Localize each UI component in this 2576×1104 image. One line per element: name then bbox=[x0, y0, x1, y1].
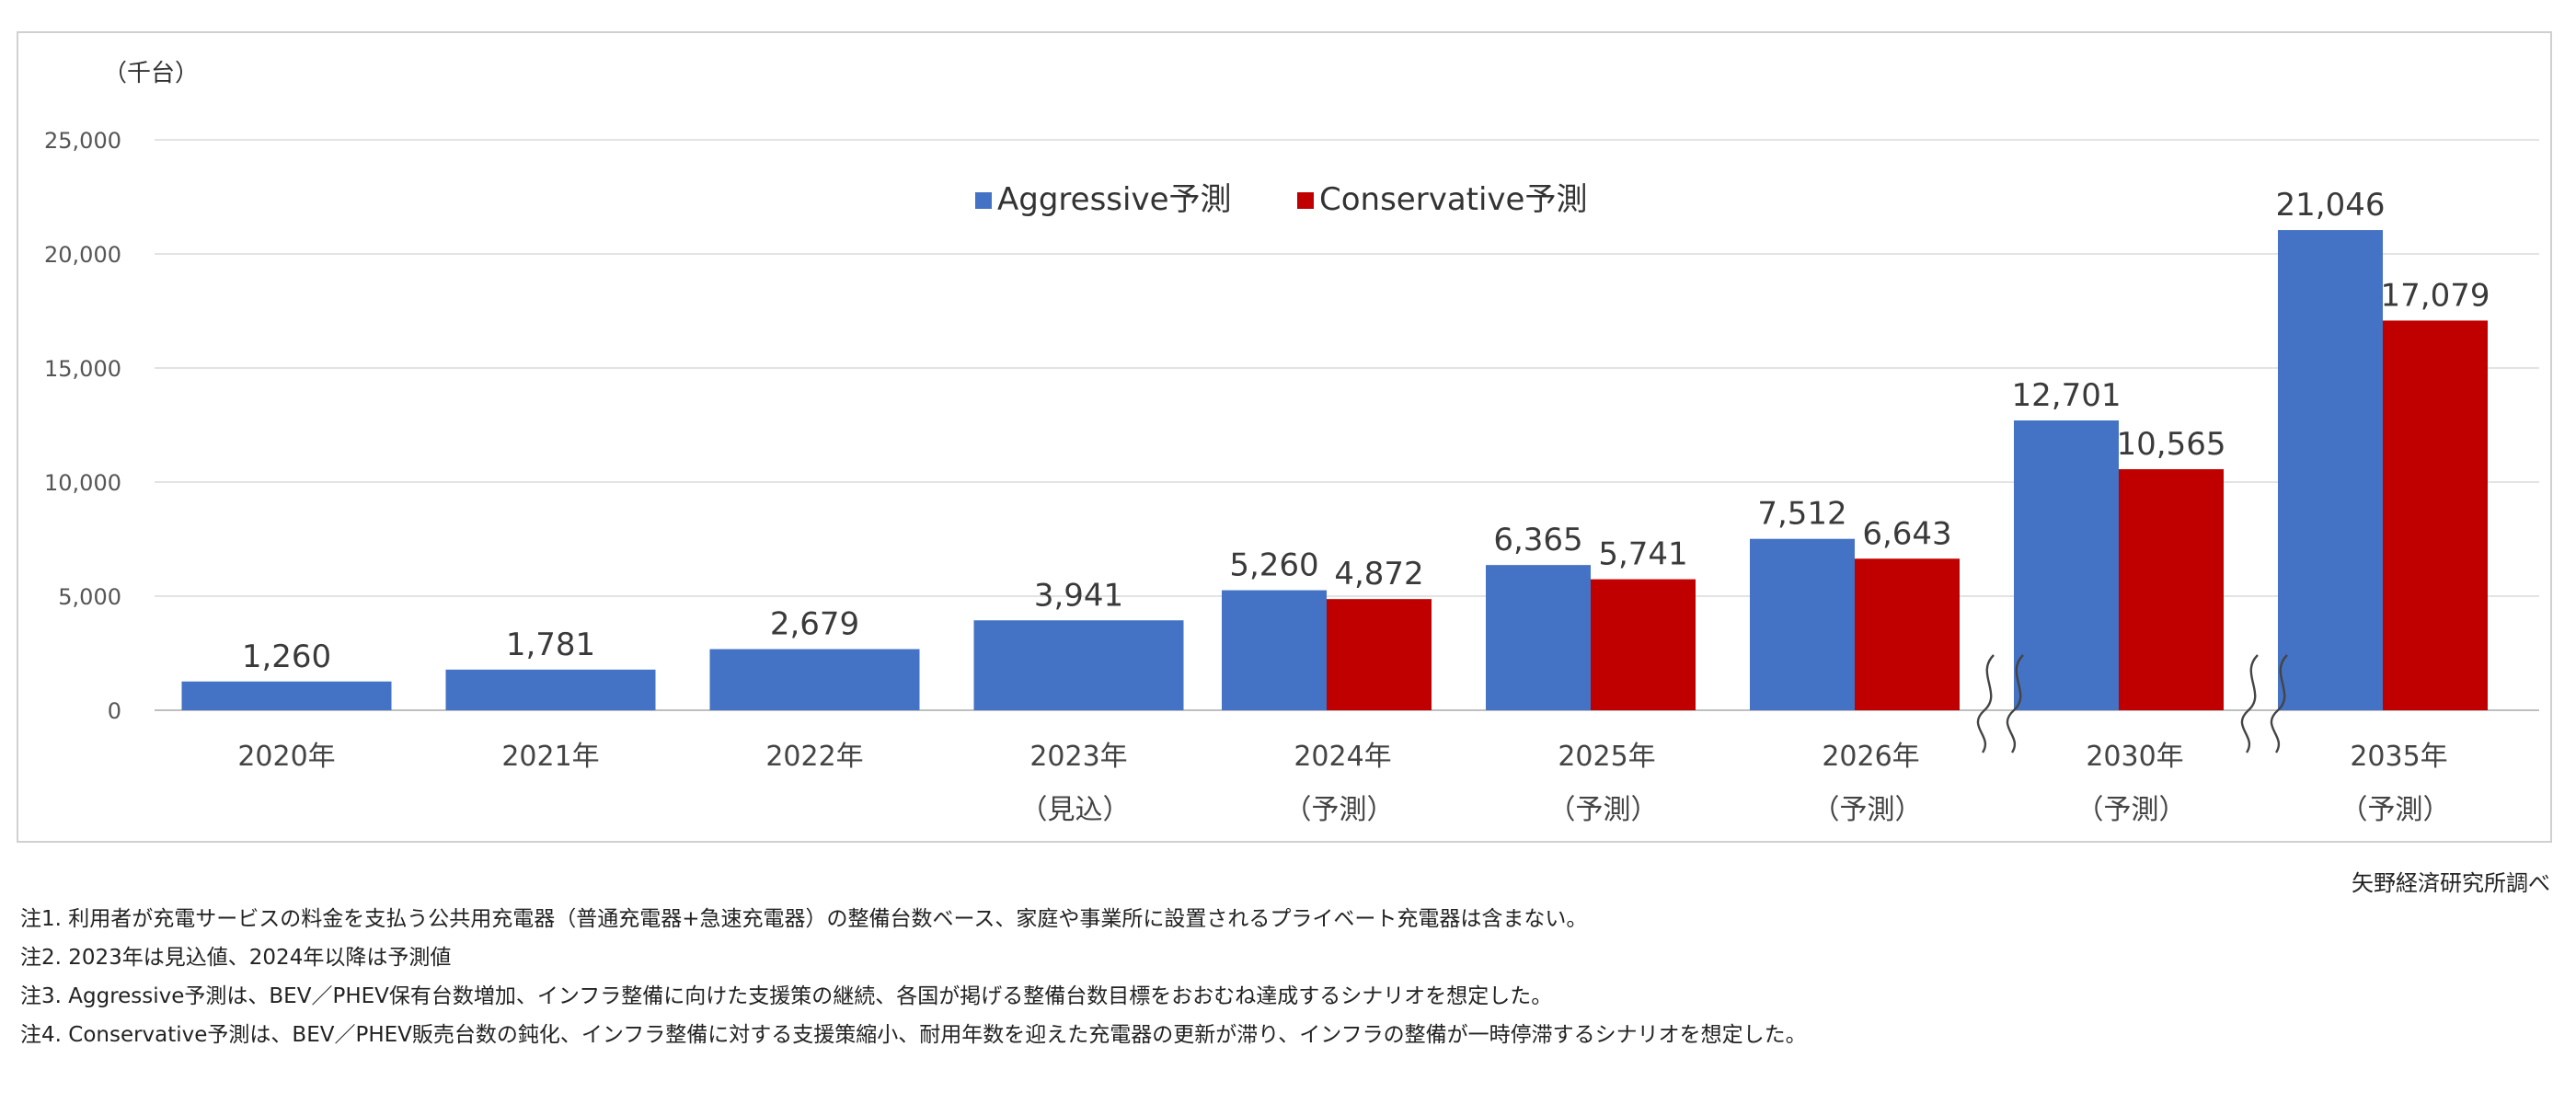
axis-breaks bbox=[1976, 654, 2288, 753]
data-label: 4,872 bbox=[1334, 556, 1423, 592]
data-label: 2,679 bbox=[770, 606, 859, 643]
bar-aggressive bbox=[2014, 420, 2119, 710]
bar-aggressive bbox=[445, 669, 656, 710]
source-credit: 矢野経済研究所調べ bbox=[2352, 870, 2550, 896]
legend-swatch-aggressive bbox=[975, 192, 992, 209]
data-label: 17,079 bbox=[2381, 277, 2490, 314]
x-tick-sublabel: （予測） bbox=[2340, 794, 2451, 826]
x-tick-label: 2035年 bbox=[2350, 741, 2447, 773]
axis-break-mark bbox=[2270, 654, 2288, 753]
y-tick-label: 25,000 bbox=[44, 128, 121, 154]
bar-aggressive bbox=[973, 620, 1184, 710]
data-label: 21,046 bbox=[2276, 187, 2386, 224]
x-tick-sublabel: （予測） bbox=[1284, 794, 1395, 826]
bar-conservative bbox=[1327, 599, 1432, 710]
data-label: 6,365 bbox=[1493, 522, 1582, 558]
data-label: 7,512 bbox=[1757, 496, 1846, 533]
y-tick-label: 10,000 bbox=[44, 470, 121, 496]
x-tick-label: 2030年 bbox=[2086, 741, 2183, 773]
x-tick-sublabel: （見込） bbox=[1020, 794, 1131, 826]
chart-frame: （千台） 25,000 20,000 15,000 10,000 5,000 0 1,26… bbox=[17, 31, 2552, 843]
y-axis: 25,000 20,000 15,000 10,000 5,000 0 bbox=[44, 128, 121, 724]
x-tick-label: 2025年 bbox=[1558, 741, 1655, 773]
data-label: 1,260 bbox=[242, 638, 331, 675]
x-tick-label: 2026年 bbox=[1822, 741, 1919, 773]
axis-break-mark bbox=[2006, 654, 2024, 753]
data-label: 6,643 bbox=[1862, 515, 1951, 552]
bar-conservative bbox=[2119, 468, 2224, 710]
bar-aggressive bbox=[1222, 590, 1327, 710]
note-1: 注1. 利用者が充電サービスの料金を支払う公共用充電器（普通充電器+急速充電器）… bbox=[20, 907, 1588, 931]
bar-conservative bbox=[1591, 579, 1696, 710]
notes: 注1. 利用者が充電サービスの料金を支払う公共用充電器（普通充電器+急速充電器）… bbox=[20, 900, 2541, 1054]
note-3: 注3. Aggressive予測は、BEV／PHEV保有台数増加、インフラ整備に… bbox=[20, 984, 1553, 1008]
axis-break-mark bbox=[2240, 654, 2259, 753]
bar-aggressive bbox=[181, 681, 392, 710]
y-tick-label: 5,000 bbox=[58, 584, 121, 610]
x-axis: 2020年 2021年 2022年 2023年 （見込） 2024年 （予測） 2025年 （予… bbox=[237, 741, 2450, 826]
data-label: 12,701 bbox=[2012, 377, 2122, 414]
bar-aggressive bbox=[1486, 565, 1591, 710]
legend-label-conservative: Conservative予測 bbox=[1319, 181, 1587, 218]
x-tick-label: 2024年 bbox=[1294, 741, 1391, 773]
data-label: 5,741 bbox=[1598, 536, 1687, 573]
bars bbox=[181, 230, 2488, 710]
data-label: 3,941 bbox=[1034, 577, 1123, 614]
bar-aggressive bbox=[2278, 230, 2383, 710]
y-tick-label: 15,000 bbox=[44, 356, 121, 382]
x-tick-label: 2022年 bbox=[765, 741, 863, 773]
y-tick-label: 20,000 bbox=[44, 242, 121, 268]
data-label: 1,781 bbox=[506, 627, 595, 663]
y-tick-label: 0 bbox=[108, 698, 121, 724]
bar-conservative bbox=[2383, 320, 2488, 710]
legend: Aggressive予測 Conservative予測 bbox=[975, 181, 1587, 218]
bar-chart: （千台） 25,000 20,000 15,000 10,000 5,000 0 1,26… bbox=[44, 60, 2539, 826]
x-tick-label: 2023年 bbox=[1029, 741, 1127, 773]
x-tick-label: 2020年 bbox=[237, 741, 335, 773]
bar-aggressive bbox=[1750, 538, 1855, 710]
bar-conservative bbox=[1855, 558, 1960, 710]
unit-label: （千台） bbox=[103, 60, 199, 87]
note-2: 注2. 2023年は見込値、2024年以降は予測値 bbox=[20, 946, 452, 970]
note-4: 注4. Conservative予測は、BEV／PHEV販売台数の鈍化、インフラ… bbox=[20, 1023, 1807, 1047]
data-label: 10,565 bbox=[2117, 426, 2226, 463]
axis-break-mark bbox=[1976, 654, 1995, 753]
data-labels: 1,260 1,781 2,679 3,941 5,260 4,872 6,365 5,741… bbox=[242, 187, 2490, 675]
legend-swatch-conservative bbox=[1297, 192, 1314, 209]
x-tick-sublabel: （予測） bbox=[1812, 794, 1923, 826]
data-label: 5,260 bbox=[1229, 547, 1318, 584]
legend-label-aggressive: Aggressive予測 bbox=[997, 181, 1232, 218]
x-tick-sublabel: （予測） bbox=[2076, 794, 2187, 826]
bar-aggressive bbox=[709, 649, 920, 710]
x-tick-label: 2021年 bbox=[501, 741, 599, 773]
x-tick-sublabel: （予測） bbox=[1548, 794, 1659, 826]
